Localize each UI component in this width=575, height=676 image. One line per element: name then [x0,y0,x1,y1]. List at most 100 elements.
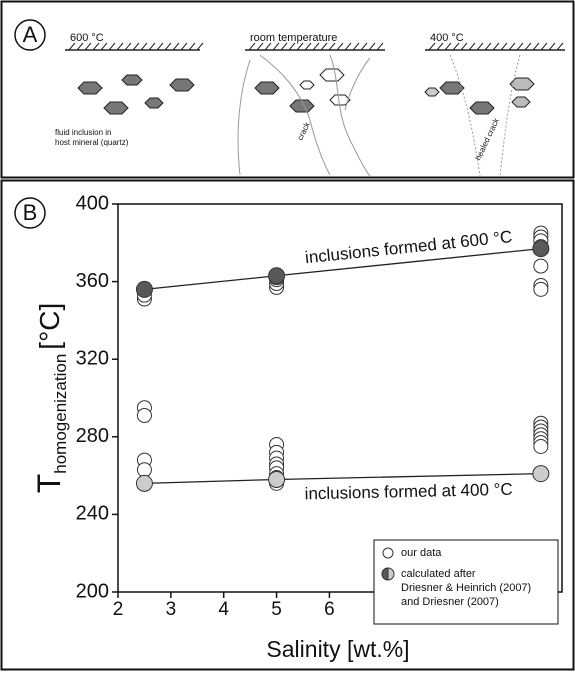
hatch-line [296,42,304,51]
hatch-line [172,42,180,51]
line-annotation: inclusions formed at 600 °C [304,227,513,267]
hatch-line [116,42,124,51]
legend-label: calculated after [401,568,476,580]
panel-b-label: B [23,200,38,225]
crack-label: crack [296,120,313,142]
hatch-line [180,42,188,51]
hatch-line [248,42,256,51]
legend-label: Driesner & Heinrich (2007) [401,582,531,594]
y-label-sub: homogenization [51,354,70,474]
x-tick-label: 2 [113,599,124,620]
hatch-line [548,42,556,51]
hatch-line [312,42,320,51]
hatch-line [320,42,328,51]
hatch-line [540,42,548,51]
hatch-line [500,42,508,51]
inclusion-note: fluid inclusion in [55,128,111,137]
data-point [533,439,549,454]
data-point [136,407,152,423]
y-tick-label: 280 [76,425,109,447]
hatch-line [272,42,280,51]
stage-label: 400 °C [430,32,464,44]
hatch-line [196,42,204,51]
x-axis-label: Salinity [wt.%] [266,636,409,662]
hatch-line [508,42,516,51]
plot-frame [117,203,563,593]
y-tick-label: 400 [76,192,109,214]
hatch-line [532,42,540,51]
hatch-line [492,42,500,51]
legend-label: and Driesner (2007) [401,596,499,608]
data-point [533,281,549,297]
hatch-line [468,42,476,51]
hatch-line [484,42,492,51]
hatch-line [100,42,108,51]
hatch-line [344,42,352,51]
stage-label: room temperature [250,32,337,44]
hatch-line [68,42,76,51]
y-label-main: T [31,474,67,494]
hatch-line [132,42,140,51]
stage-label: 600 °C [70,32,104,44]
hatch-line [436,42,444,51]
x-tick-label: 4 [218,599,229,620]
x-tick-label: 3 [166,599,177,620]
hatch-line [328,42,336,51]
data-point [136,462,152,478]
cracks [237,54,521,177]
hatch-line [304,42,312,51]
hatch-line [524,42,532,51]
panel-a-frame [0,0,575,179]
hatch-line [124,42,132,51]
hatch-line [92,42,100,51]
hatch-line [256,42,264,51]
y-axis-label: Thomogenization [°C] [31,303,70,494]
hatch-line [140,42,148,51]
calculated-point [268,267,286,285]
panel-a-badge [14,19,46,51]
x-tick-label: 5 [271,599,282,620]
hatch-line [376,42,384,51]
hatch-line [280,42,288,51]
hatch-line [148,42,156,51]
legend-label: our data [401,547,442,559]
hatching [68,42,564,51]
legend-marker-half [381,567,389,581]
hatch-line [336,42,344,51]
hatch-line [516,42,524,51]
calculated-point [135,474,153,492]
hatch-line [264,42,272,51]
y-tick-label: 320 [76,347,109,369]
y-tick-label: 200 [76,580,109,602]
healed-crack-label: healed crack [474,116,502,162]
hatch-line [444,42,452,51]
hatch-line [452,42,460,51]
hatch-line [368,42,376,51]
calculated-point [135,280,153,298]
hatch-line [108,42,116,51]
hatch-line [84,42,92,51]
panel-a-label: A [23,22,38,47]
legend-box [373,539,559,625]
line-annotation: inclusions formed at 400 °C [304,480,512,504]
hatch-line [428,42,436,51]
hatch-line [76,42,84,51]
calculated-point [532,465,550,483]
hatch-line [288,42,296,51]
inclusion-note: host mineral (quartz) [55,138,129,147]
hatch-line [352,42,360,51]
legend-marker [382,547,394,559]
calculated-point [268,470,286,488]
inclusions [77,74,535,115]
plot: 2002402803203604002345678910inclusions f… [76,192,563,625]
hatch-line [556,42,564,51]
hatch-line [156,42,164,51]
open-inclusions [299,68,351,106]
panel-b-badge [14,197,46,229]
y-tick-label: 240 [76,503,109,525]
data-point [533,258,549,274]
hatch-line [476,42,484,51]
hatch-line [360,42,368,51]
x-tick-label: 6 [324,599,335,620]
